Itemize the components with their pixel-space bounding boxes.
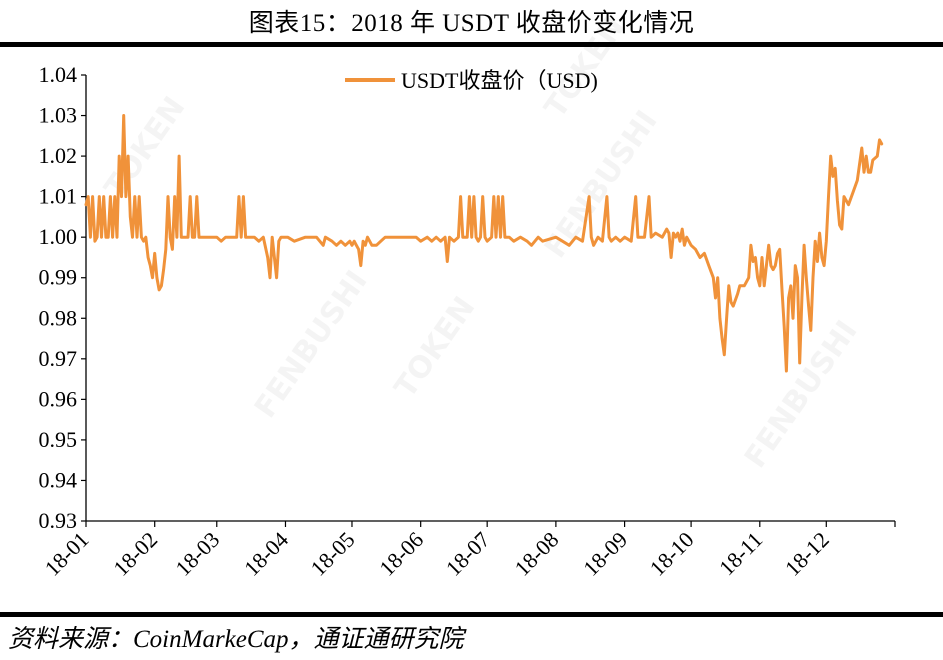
y-tick-label: 0.94 xyxy=(39,467,78,492)
watermark-mark-5: TOKEN xyxy=(388,290,483,404)
y-tick-label: 1.01 xyxy=(39,184,78,209)
x-tick-label: 18-07 xyxy=(441,527,495,581)
x-tick-label: 18-05 xyxy=(306,527,360,581)
x-tick-label: 18-01 xyxy=(40,527,94,581)
y-tick-label: 1.02 xyxy=(39,143,78,168)
x-tick-label: 18-09 xyxy=(578,527,632,581)
x-tick-label: 18-03 xyxy=(170,527,224,581)
line-chart: FENBUSHIFENBUSHIFENBUSHITOKENTOKENTOKEN … xyxy=(39,10,896,581)
y-tick-label: 1.03 xyxy=(39,103,78,128)
x-tick-label: 18-11 xyxy=(714,527,767,580)
series-line-usdt-close xyxy=(84,114,884,373)
x-tick-label: 18-06 xyxy=(374,527,428,581)
y-axis-labels: 0.93 0.94 0.95 0.96 0.97 0.98 0.99 1.00 1.01 1.02… xyxy=(39,62,78,533)
series-layer xyxy=(84,114,884,373)
chart-title: 图表15：2018 年 USDT 收盘价变化情况 xyxy=(248,10,695,37)
top-rule xyxy=(0,42,943,47)
legend: USDT收盘价（USD) xyxy=(345,68,598,93)
bottom-rule xyxy=(0,612,943,617)
legend-label: USDT收盘价（USD) xyxy=(401,68,598,93)
axes xyxy=(81,74,896,527)
y-tick-label: 0.93 xyxy=(39,508,78,533)
x-tick-label: 18-08 xyxy=(509,527,563,581)
y-tick-label: 1.00 xyxy=(39,224,78,249)
y-tick-label: 1.04 xyxy=(39,62,78,87)
y-tick-label: 0.95 xyxy=(39,427,78,452)
y-tick-label: 0.97 xyxy=(39,346,78,371)
source-note: 资料来源：CoinMarkeCap，通证通研究院 xyxy=(8,626,464,653)
watermark-mark-0: FENBUSHI xyxy=(248,264,375,424)
y-tick-label: 0.98 xyxy=(39,305,78,330)
x-tick-label: 18-10 xyxy=(645,527,699,581)
x-tick-label: 18-12 xyxy=(780,527,834,581)
x-axis-labels: 18-01 18-02 18-03 18-04 18-05 18-06 18-07 18-08… xyxy=(40,527,834,581)
y-tick-label: 0.96 xyxy=(39,386,78,411)
x-tick-label: 18-04 xyxy=(239,527,293,581)
x-tick-label: 18-02 xyxy=(108,527,162,581)
y-tick-label: 0.99 xyxy=(39,265,78,290)
